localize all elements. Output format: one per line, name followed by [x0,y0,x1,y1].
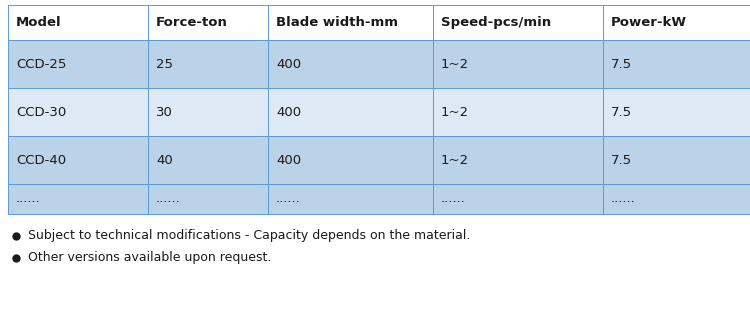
Text: 25: 25 [156,57,173,70]
Text: ......: ...... [611,193,636,205]
Text: 1~2: 1~2 [441,106,470,119]
Text: Force-ton: Force-ton [156,16,228,29]
Text: ......: ...... [441,193,466,205]
Bar [148,5,268,40]
Text: 1~2: 1~2 [441,153,470,166]
Bar [268,5,433,40]
Bar [268,88,433,136]
Bar [433,88,603,136]
Text: Subject to technical modifications - Capacity depends on the material.: Subject to technical modifications - Cap… [28,230,470,243]
Text: 7.5: 7.5 [611,153,632,166]
Bar [8,5,148,40]
Text: ......: ...... [156,193,181,205]
Text: Power-kW: Power-kW [611,16,687,29]
Bar [268,184,433,214]
Bar [433,136,603,184]
Text: 400: 400 [276,153,301,166]
Bar [148,184,268,214]
Text: 40: 40 [156,153,172,166]
Bar [148,136,268,184]
Bar [8,184,148,214]
Bar [603,88,750,136]
Text: CCD-30: CCD-30 [16,106,66,119]
Bar [268,136,433,184]
Bar [8,88,148,136]
Bar [268,40,433,88]
Bar [603,136,750,184]
Text: 30: 30 [156,106,172,119]
Text: CCD-25: CCD-25 [16,57,66,70]
Bar [148,88,268,136]
Bar [8,40,148,88]
Text: ......: ...... [16,193,40,205]
Text: Blade width-mm: Blade width-mm [276,16,398,29]
Text: 7.5: 7.5 [611,106,632,119]
Bar [603,184,750,214]
Text: ......: ...... [276,193,301,205]
Bar [8,136,148,184]
Text: 7.5: 7.5 [611,57,632,70]
Text: Model: Model [16,16,62,29]
Text: 400: 400 [276,57,301,70]
Bar [433,40,603,88]
Bar [433,184,603,214]
Text: Other versions available upon request.: Other versions available upon request. [28,252,272,265]
Text: 400: 400 [276,106,301,119]
Text: CCD-40: CCD-40 [16,153,66,166]
Bar [603,5,750,40]
Bar [603,40,750,88]
Text: Speed-pcs/min: Speed-pcs/min [441,16,551,29]
Bar [148,40,268,88]
Bar [433,5,603,40]
Text: 1~2: 1~2 [441,57,470,70]
